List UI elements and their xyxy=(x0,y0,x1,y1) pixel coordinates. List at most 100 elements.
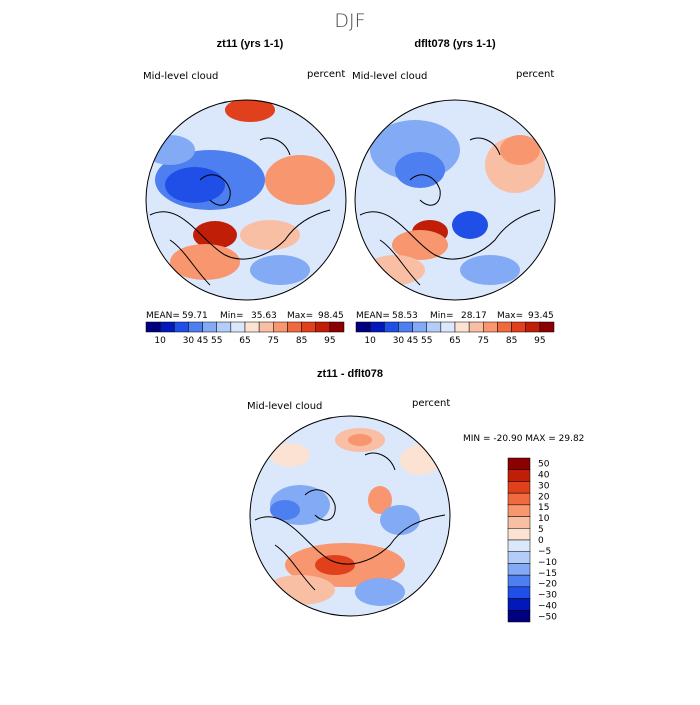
panel-title: dflt078 (yrs 1-1) xyxy=(414,38,496,50)
svg-text:Min=: Min= xyxy=(430,311,454,321)
colorbar-tick-label: 95 xyxy=(534,336,545,346)
colorbar-tick-label: −20 xyxy=(538,580,557,590)
colorbar-tick-label: 55 xyxy=(211,336,222,346)
colorbar-tick-label: 15 xyxy=(538,503,549,513)
colorbar-tick-label: 50 xyxy=(538,459,550,469)
svg-text:MEAN=: MEAN= xyxy=(146,311,180,321)
panel-difference: zt11 - dflt078 Mid-level cloud percent M… xyxy=(247,368,584,617)
colorbar-tick-label: −5 xyxy=(538,547,551,557)
colorbar-swatch xyxy=(216,321,232,333)
colorbar-swatch xyxy=(454,321,470,333)
colorbar-tick-label: −10 xyxy=(538,558,557,568)
colorbar-swatch xyxy=(507,586,531,599)
colorbar-swatch xyxy=(507,551,531,564)
colorbar-swatch xyxy=(384,321,399,333)
colorbar-swatch xyxy=(145,321,161,333)
colorbar-tick-label: 55 xyxy=(421,336,432,346)
panel-title: zt11 - dflt078 xyxy=(317,368,383,380)
colorbar-swatch xyxy=(369,321,385,333)
colorbar-swatch xyxy=(230,321,246,333)
colorbar-swatch xyxy=(468,321,484,333)
colorbar-swatch xyxy=(440,321,456,333)
colorbar-swatch xyxy=(507,504,531,517)
variable-label: Mid-level cloud xyxy=(143,71,218,82)
svg-text:35.63: 35.63 xyxy=(251,311,277,321)
panel-title: zt11 (yrs 1-1) xyxy=(217,38,284,50)
colorbar-swatch xyxy=(511,321,526,333)
variable-label: Mid-level cloud xyxy=(247,401,322,412)
colorbar-tick-label: −50 xyxy=(538,613,557,623)
colorbar-swatch xyxy=(244,321,260,333)
colorbar-swatch xyxy=(202,321,217,333)
colorbar-tick-label: 30 xyxy=(393,336,405,346)
colorbar-swatch xyxy=(412,321,427,333)
colorbar-swatch xyxy=(355,321,371,333)
colorbar-swatch xyxy=(539,321,555,333)
svg-text:98.45: 98.45 xyxy=(318,311,344,321)
polar-map xyxy=(145,99,347,301)
colorbar-tick-label: 0 xyxy=(538,536,544,546)
colorbar-swatch xyxy=(507,457,531,470)
svg-text:93.45: 93.45 xyxy=(528,311,554,321)
colorbar-tick-label: 45 xyxy=(197,336,208,346)
colorbar-swatch xyxy=(188,321,203,333)
units-label: percent xyxy=(412,398,450,409)
colorbar-tick-label: 65 xyxy=(239,336,250,346)
panel-zt11: zt11 (yrs 1-1) Mid-level cloud percent xyxy=(143,38,347,321)
polar-map xyxy=(354,99,556,301)
colorbar-tick-label: 95 xyxy=(324,336,335,346)
colorbar-swatch xyxy=(525,321,541,333)
colorbar-tick-label: 30 xyxy=(183,336,195,346)
minmax-label: MIN = -20.90 MAX = 29.82 xyxy=(463,434,584,444)
svg-text:58.53: 58.53 xyxy=(392,311,418,321)
colorbar-tick-label: −30 xyxy=(538,591,557,601)
svg-text:Min=: Min= xyxy=(220,311,244,321)
colorbar-swatch xyxy=(507,539,531,552)
svg-text:28.17: 28.17 xyxy=(461,311,487,321)
colorbar-tick-label: 45 xyxy=(407,336,418,346)
units-label: percent xyxy=(516,69,554,80)
colorbar-swatch xyxy=(398,321,413,333)
colorbar-swatch xyxy=(301,321,316,333)
colorbar-swatch xyxy=(315,321,331,333)
colorbar-tick-label: 85 xyxy=(296,336,307,346)
svg-text:MEAN=: MEAN= xyxy=(356,311,390,321)
colorbar-tick-label: 85 xyxy=(506,336,517,346)
colorbar-swatch xyxy=(507,492,531,506)
colorbar-tick-label: 65 xyxy=(449,336,460,346)
colorbar-swatch xyxy=(174,321,189,333)
colorbar-swatch xyxy=(507,528,531,541)
colorbar-swatch xyxy=(287,321,302,333)
season-title: DJF xyxy=(334,10,365,32)
colorbar-tick-label: 10 xyxy=(154,336,166,346)
colorbar-swatch xyxy=(273,321,288,333)
colorbar-swatch xyxy=(507,563,531,576)
polar-map xyxy=(249,415,451,617)
colorbar-dflt078: 10 30 45 55 65 75 85 95 xyxy=(355,321,555,346)
colorbar-swatch xyxy=(329,321,345,333)
colorbar-swatch xyxy=(258,321,274,333)
colorbar-swatch xyxy=(507,610,531,623)
colorbar-swatch xyxy=(507,598,531,611)
stats-line: MEAN= 59.71 Min= 35.63 Max= 98.45 xyxy=(146,311,344,321)
stats-line: MEAN= 58.53 Min= 28.17 Max= 93.45 xyxy=(356,311,554,321)
colorbar-zt11: 10 30 45 55 65 75 85 95 xyxy=(145,321,345,346)
colorbar-tick-label: 40 xyxy=(538,470,550,480)
colorbar-swatch xyxy=(507,469,531,482)
colorbar-swatch xyxy=(507,516,531,529)
colorbar-tick-label: 10 xyxy=(364,336,376,346)
colorbar-swatch xyxy=(507,574,531,588)
colorbar-swatch xyxy=(426,321,442,333)
colorbar-tick-label: −15 xyxy=(538,569,557,579)
colorbar-swatch xyxy=(497,321,512,333)
svg-text:59.71: 59.71 xyxy=(182,311,208,321)
colorbar-tick-label: 30 xyxy=(538,481,550,491)
colorbar-swatch xyxy=(483,321,498,333)
colorbar-tick-label: 20 xyxy=(538,492,550,502)
variable-label: Mid-level cloud xyxy=(352,71,427,82)
colorbar-tick-label: 10 xyxy=(538,514,550,524)
colorbar-swatch xyxy=(159,321,175,333)
svg-text:Max=: Max= xyxy=(287,311,313,321)
